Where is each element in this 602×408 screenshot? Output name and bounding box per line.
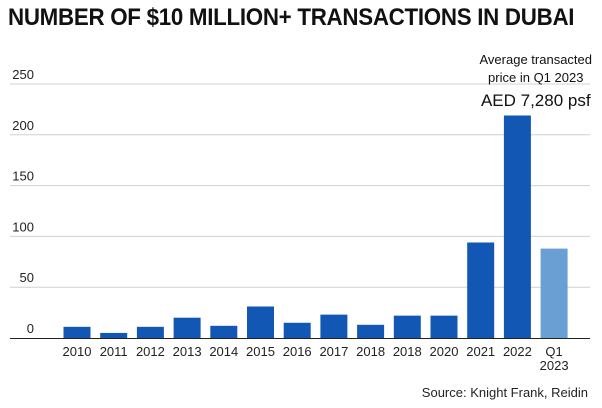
annotation-line-1: Average transacted — [480, 52, 593, 67]
x-tick-label: 2014 — [209, 344, 238, 359]
x-tick-label: Q1 2023 — [540, 344, 569, 373]
bar-2014 — [210, 325, 238, 338]
annotation-price: AED 7,280 psf — [481, 91, 591, 110]
x-tick-label: 2016 — [283, 344, 312, 359]
x-tick-label: 2015 — [246, 344, 275, 359]
bar-2016 — [283, 322, 311, 338]
bar-2020 — [430, 315, 458, 338]
y-tick-label: 200 — [12, 118, 34, 133]
x-tick-label: 2010 — [63, 344, 92, 359]
bar-2015 — [247, 306, 274, 338]
y-tick-label: 0 — [27, 321, 34, 336]
bar-2010 — [63, 326, 91, 338]
bar-2018 — [357, 324, 385, 338]
y-tick-label: 150 — [12, 169, 34, 184]
y-tick-label: 250 — [12, 67, 34, 82]
x-tick-label: 2020 — [430, 344, 459, 359]
bar-2021 — [467, 242, 495, 338]
bars — [63, 115, 568, 338]
bar-2011 — [100, 332, 128, 338]
x-axis-ticks: 2010 2011 2012 2013 2014 2015 2016 2017 2018 2018… — [63, 344, 569, 373]
bar-2013 — [173, 317, 201, 338]
chart-title: NUMBER OF $10 MILLION+ TRANSACTIONS IN D… — [8, 4, 575, 31]
x-tick-label: 2018 — [356, 344, 385, 359]
bar-2022 — [503, 115, 531, 338]
x-tick-label: 2013 — [173, 344, 202, 359]
x-tick-label: 2021 — [466, 344, 495, 359]
bar-2018 — [393, 315, 421, 338]
x-tick-label: 2018 — [393, 344, 422, 359]
x-tick-label: 2022 — [503, 344, 532, 359]
annotation-line-2: price in Q1 2023 — [488, 70, 583, 85]
x-tick-label: 2012 — [136, 344, 165, 359]
price-annotation: Average transacted price in Q1 2023 AED … — [480, 52, 593, 110]
bar-2017 — [320, 314, 348, 338]
source-note: Source: Knight Frank, Reidin — [421, 385, 588, 400]
y-axis-ticks: 0 50 100 150 200 250 — [12, 67, 34, 336]
x-tick-label: 2011 — [100, 344, 128, 359]
bar-2012 — [136, 326, 164, 338]
bar-q1-2023 — [540, 248, 568, 338]
gridlines — [10, 83, 590, 288]
y-tick-label: 50 — [20, 270, 34, 285]
y-tick-label: 100 — [12, 219, 34, 234]
x-tick-label: 2017 — [319, 344, 348, 359]
